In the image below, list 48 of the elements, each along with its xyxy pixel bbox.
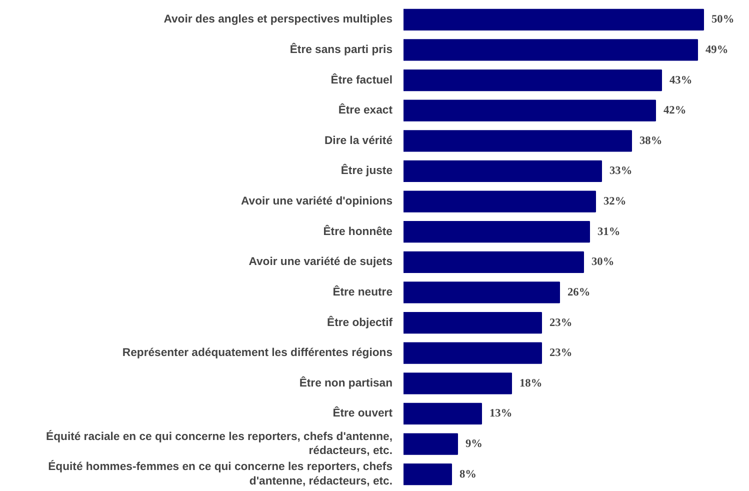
y-tick-label: Être honnête (323, 224, 393, 238)
y-tick-label: Être factuel (330, 72, 393, 86)
y-tick-label: Être non partisan (299, 375, 393, 390)
data-label: 8% (460, 468, 476, 480)
data-label: 18% (520, 377, 542, 390)
y-tick-label: Être exact (338, 102, 393, 117)
bar (404, 69, 662, 92)
y-tick-label: Dire la vérité (324, 134, 393, 147)
data-label: 31% (598, 226, 620, 238)
y-tick-label: Équité raciale en ce qui concerne les reporters, chefs d'antenne, rédacteurs, etc. (46, 428, 393, 458)
bar (404, 190, 596, 212)
y-tick-label: Avoir des angles et perspectives multiples (164, 14, 392, 26)
bar (404, 402, 482, 425)
y-tick-label: Avoir une variété d'opinions (241, 196, 392, 208)
bar (404, 282, 560, 304)
y-tick-label: Être ouvert (332, 406, 393, 420)
data-label: 23% (550, 347, 572, 360)
y-tick-label: Être juste (340, 163, 392, 178)
bar (404, 221, 590, 243)
data-label: 30% (592, 256, 614, 268)
data-label: 38% (640, 134, 662, 147)
bar (404, 342, 542, 364)
bar (404, 464, 452, 486)
bar (404, 160, 602, 182)
data-label: 43% (670, 74, 692, 86)
y-tick-label: Représenter adéquatement les différentes régions (122, 347, 393, 360)
bar (404, 130, 632, 152)
bar (404, 8, 704, 30)
y-tick-label: Équité hommes-femmes en ce qui concerne les reporters, chefs d'antenne, rédacteurs, etc. (48, 459, 393, 488)
data-label: 49% (706, 44, 728, 56)
y-tick-label: Être sans parti pris (290, 42, 392, 56)
y-tick-label: Être objectif (327, 314, 393, 329)
data-label: 50% (712, 14, 734, 26)
data-label: 32% (604, 196, 626, 208)
bar (404, 251, 584, 273)
data-label: 33% (610, 165, 632, 178)
data-label: 13% (490, 408, 512, 420)
bar (404, 433, 458, 455)
bar (404, 39, 698, 61)
bar (404, 312, 542, 334)
y-tick-label: Avoir une variété de sujets (248, 256, 393, 268)
bar (404, 372, 512, 394)
y-tick-label: Être neutre (332, 284, 393, 298)
data-label: 42% (664, 104, 686, 117)
bar (404, 100, 656, 122)
data-label: 23% (550, 316, 572, 329)
data-label: 26% (568, 286, 590, 298)
data-label: 9% (466, 438, 482, 450)
